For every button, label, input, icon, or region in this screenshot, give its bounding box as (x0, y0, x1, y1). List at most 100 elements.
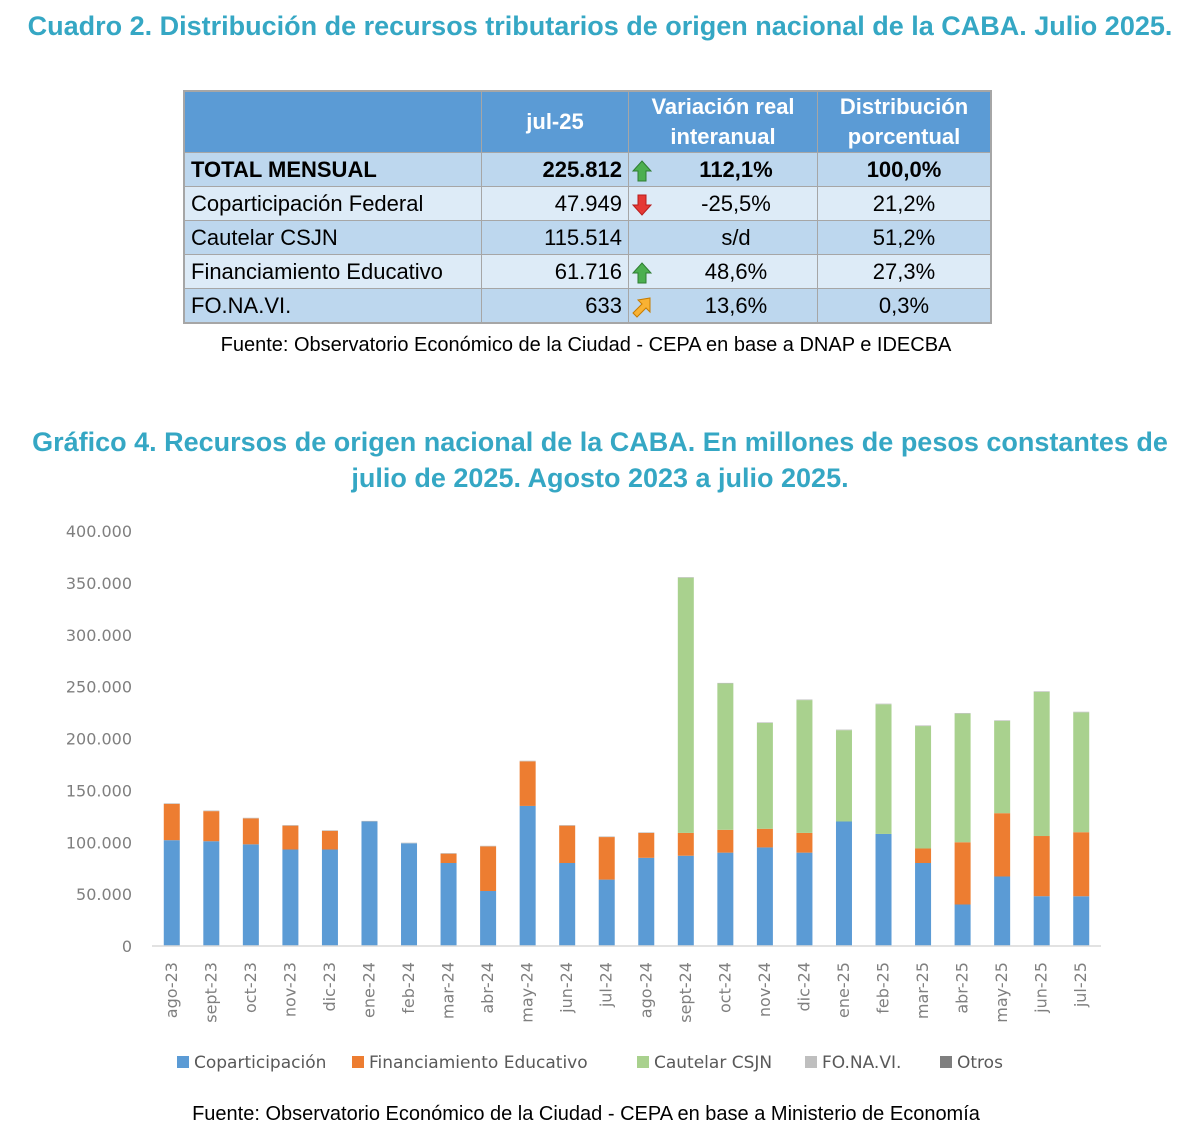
table-row: TOTAL MENSUAL 225.812 112,1% 100,0% (183, 152, 992, 187)
stacked-bar-chart: 0 50.000 100.000 150.000 200.000 250.000 300.0… (66, 522, 1101, 1073)
bar-fo-na-vi--nov-24 (756, 722, 773, 723)
row-value: 47.949 (481, 186, 629, 221)
bar-financiamiento-educativo-nov-24 (756, 828, 773, 848)
x-axis: ago-23 sept-23 oct-23 nov-23 dic-23 ene-24 feb… (162, 962, 1090, 1023)
bar-cautelar-csjn-jun-25 (1033, 691, 1050, 837)
bar-coparticipaci-n-may-25 (994, 876, 1011, 946)
legend-swatch (805, 1056, 817, 1068)
x-tick-label: abr-25 (953, 962, 972, 1014)
header-label (184, 91, 482, 153)
bar-group-ene-25 (835, 729, 852, 946)
bar-financiamiento-educativo-jul-24 (598, 837, 615, 880)
x-tick-label: dic-24 (794, 962, 813, 1012)
bar-coparticipaci-n-ene-25 (835, 821, 852, 946)
bar-coparticipaci-n-oct-24 (717, 852, 734, 947)
bar-coparticipaci-n-feb-24 (401, 843, 418, 946)
bar-fo-na-vi--jun-25 (1033, 691, 1050, 692)
bar-coparticipaci-n-abr-25 (954, 904, 971, 946)
y-tick-label: 0 (122, 937, 132, 956)
bar-group-jun-25 (1033, 691, 1050, 946)
row-value: 633 (481, 288, 629, 324)
bar-financiamiento-educativo-mar-24 (440, 853, 457, 863)
bar-coparticipaci-n-sept-23 (203, 841, 220, 946)
bar-cautelar-csjn-jul-25 (1073, 712, 1090, 833)
bar-group-may-25 (994, 720, 1011, 946)
table-row: Financiamiento Educativo 61.716 48,6% 27,3% (183, 254, 992, 289)
bar-financiamiento-educativo-ago-24 (638, 832, 655, 858)
trend-cell (628, 220, 655, 255)
bar-fo-na-vi--ago-24 (638, 832, 655, 833)
bar-fo-na-vi--sept-24 (677, 577, 694, 578)
bar-group-ene-24 (361, 820, 378, 946)
bar-cautelar-csjn-sept-24 (677, 577, 694, 833)
bar-group-abr-24 (480, 845, 497, 946)
x-tick-label: mar-25 (913, 962, 932, 1019)
bar-fo-na-vi--feb-25 (875, 703, 892, 705)
row-label: FO.NA.VI. (183, 288, 482, 324)
bar-group-feb-25 (875, 703, 892, 946)
bar-coparticipaci-n-feb-25 (875, 833, 892, 946)
bar-cautelar-csjn-feb-25 (875, 704, 892, 834)
bar-fo-na-vi--ago-23 (163, 803, 180, 804)
bar-coparticipaci-n-mar-25 (915, 863, 932, 946)
bar-coparticipaci-n-ago-24 (638, 857, 655, 946)
bar-group-dic-23 (321, 830, 338, 946)
arrow-down-icon (632, 194, 652, 216)
bar-cautelar-csjn-abr-25 (954, 713, 971, 843)
bar-financiamiento-educativo-jun-25 (1033, 836, 1050, 897)
legend-label: Cautelar CSJN (654, 1053, 772, 1073)
x-tick-label: mar-24 (439, 962, 458, 1019)
row-variation: s/d (655, 220, 818, 255)
x-tick-label: oct-24 (715, 962, 734, 1013)
bar-fo-na-vi--ene-25 (835, 729, 852, 731)
y-axis: 0 50.000 100.000 150.000 200.000 250.000 300.0… (66, 522, 132, 956)
table-row: Cautelar CSJN 115.514 s/d 51,2% (183, 220, 992, 255)
bar-coparticipaci-n-dic-24 (796, 852, 813, 947)
bar-fo-na-vi--dic-24 (796, 699, 813, 701)
bar-financiamiento-educativo-dic-23 (321, 830, 338, 850)
legend-label: FO.NA.VI. (822, 1053, 901, 1073)
legend-swatch (637, 1056, 649, 1068)
bar-coparticipaci-n-may-24 (519, 805, 536, 946)
bar-cautelar-csjn-mar-25 (915, 726, 932, 849)
row-distribution: 51,2% (817, 220, 992, 255)
row-value: 61.716 (481, 254, 629, 289)
bar-coparticipaci-n-abr-24 (480, 891, 497, 946)
bar-group-oct-24 (717, 682, 734, 947)
row-value: 225.812 (481, 152, 629, 187)
bar-coparticipaci-n-ene-24 (361, 821, 378, 946)
legend-label: Otros (957, 1053, 1003, 1073)
bar-cautelar-csjn-may-25 (994, 720, 1011, 814)
x-tick-label: ago-23 (162, 962, 181, 1018)
bar-financiamiento-educativo-mar-25 (915, 848, 932, 863)
table-row: FO.NA.VI. 633 13,6% 0,3% (183, 288, 992, 324)
x-tick-label: jul-25 (1071, 962, 1090, 1008)
bar-fo-na-vi--abr-24 (480, 845, 497, 847)
bar-fo-na-vi--nov-23 (282, 825, 299, 826)
x-tick-label: nov-23 (280, 962, 299, 1017)
arrow-up-icon (632, 159, 652, 182)
table-header-row: jul-25 Variación real interanual Distrib… (184, 91, 991, 153)
table-body: TOTAL MENSUAL 225.812 112,1% 100,0% Copartic… (183, 152, 992, 324)
trend-cell (628, 288, 655, 324)
legend-swatch (352, 1056, 364, 1068)
bar-group-jun-24 (559, 825, 576, 946)
bar-financiamiento-educativo-oct-23 (242, 818, 259, 845)
bar-fo-na-vi--sept-23 (203, 810, 220, 812)
x-tick-label: abr-24 (478, 962, 497, 1014)
x-tick-label: feb-24 (399, 962, 418, 1014)
bar-fo-na-vi--jun-24 (559, 825, 576, 826)
row-distribution: 27,3% (817, 254, 992, 289)
bar-coparticipaci-n-jul-24 (598, 879, 615, 946)
bar-cautelar-csjn-ene-25 (835, 730, 852, 822)
bar-group-jul-25 (1073, 711, 1090, 946)
legend-item: FO.NA.VI. (805, 1053, 901, 1073)
bar-coparticipaci-n-jul-25 (1073, 896, 1090, 946)
bar-group-sept-23 (203, 810, 220, 946)
bar-coparticipaci-n-mar-24 (440, 863, 457, 946)
bar-financiamiento-educativo-jun-24 (559, 825, 576, 863)
header-distribution: Distribución porcentual (817, 91, 991, 153)
bar-cautelar-csjn-dic-24 (796, 700, 813, 833)
bar-financiamiento-educativo-nov-23 (282, 825, 299, 850)
table-title: Cuadro 2. Distribución de recursos tribu… (27, 11, 1173, 41)
